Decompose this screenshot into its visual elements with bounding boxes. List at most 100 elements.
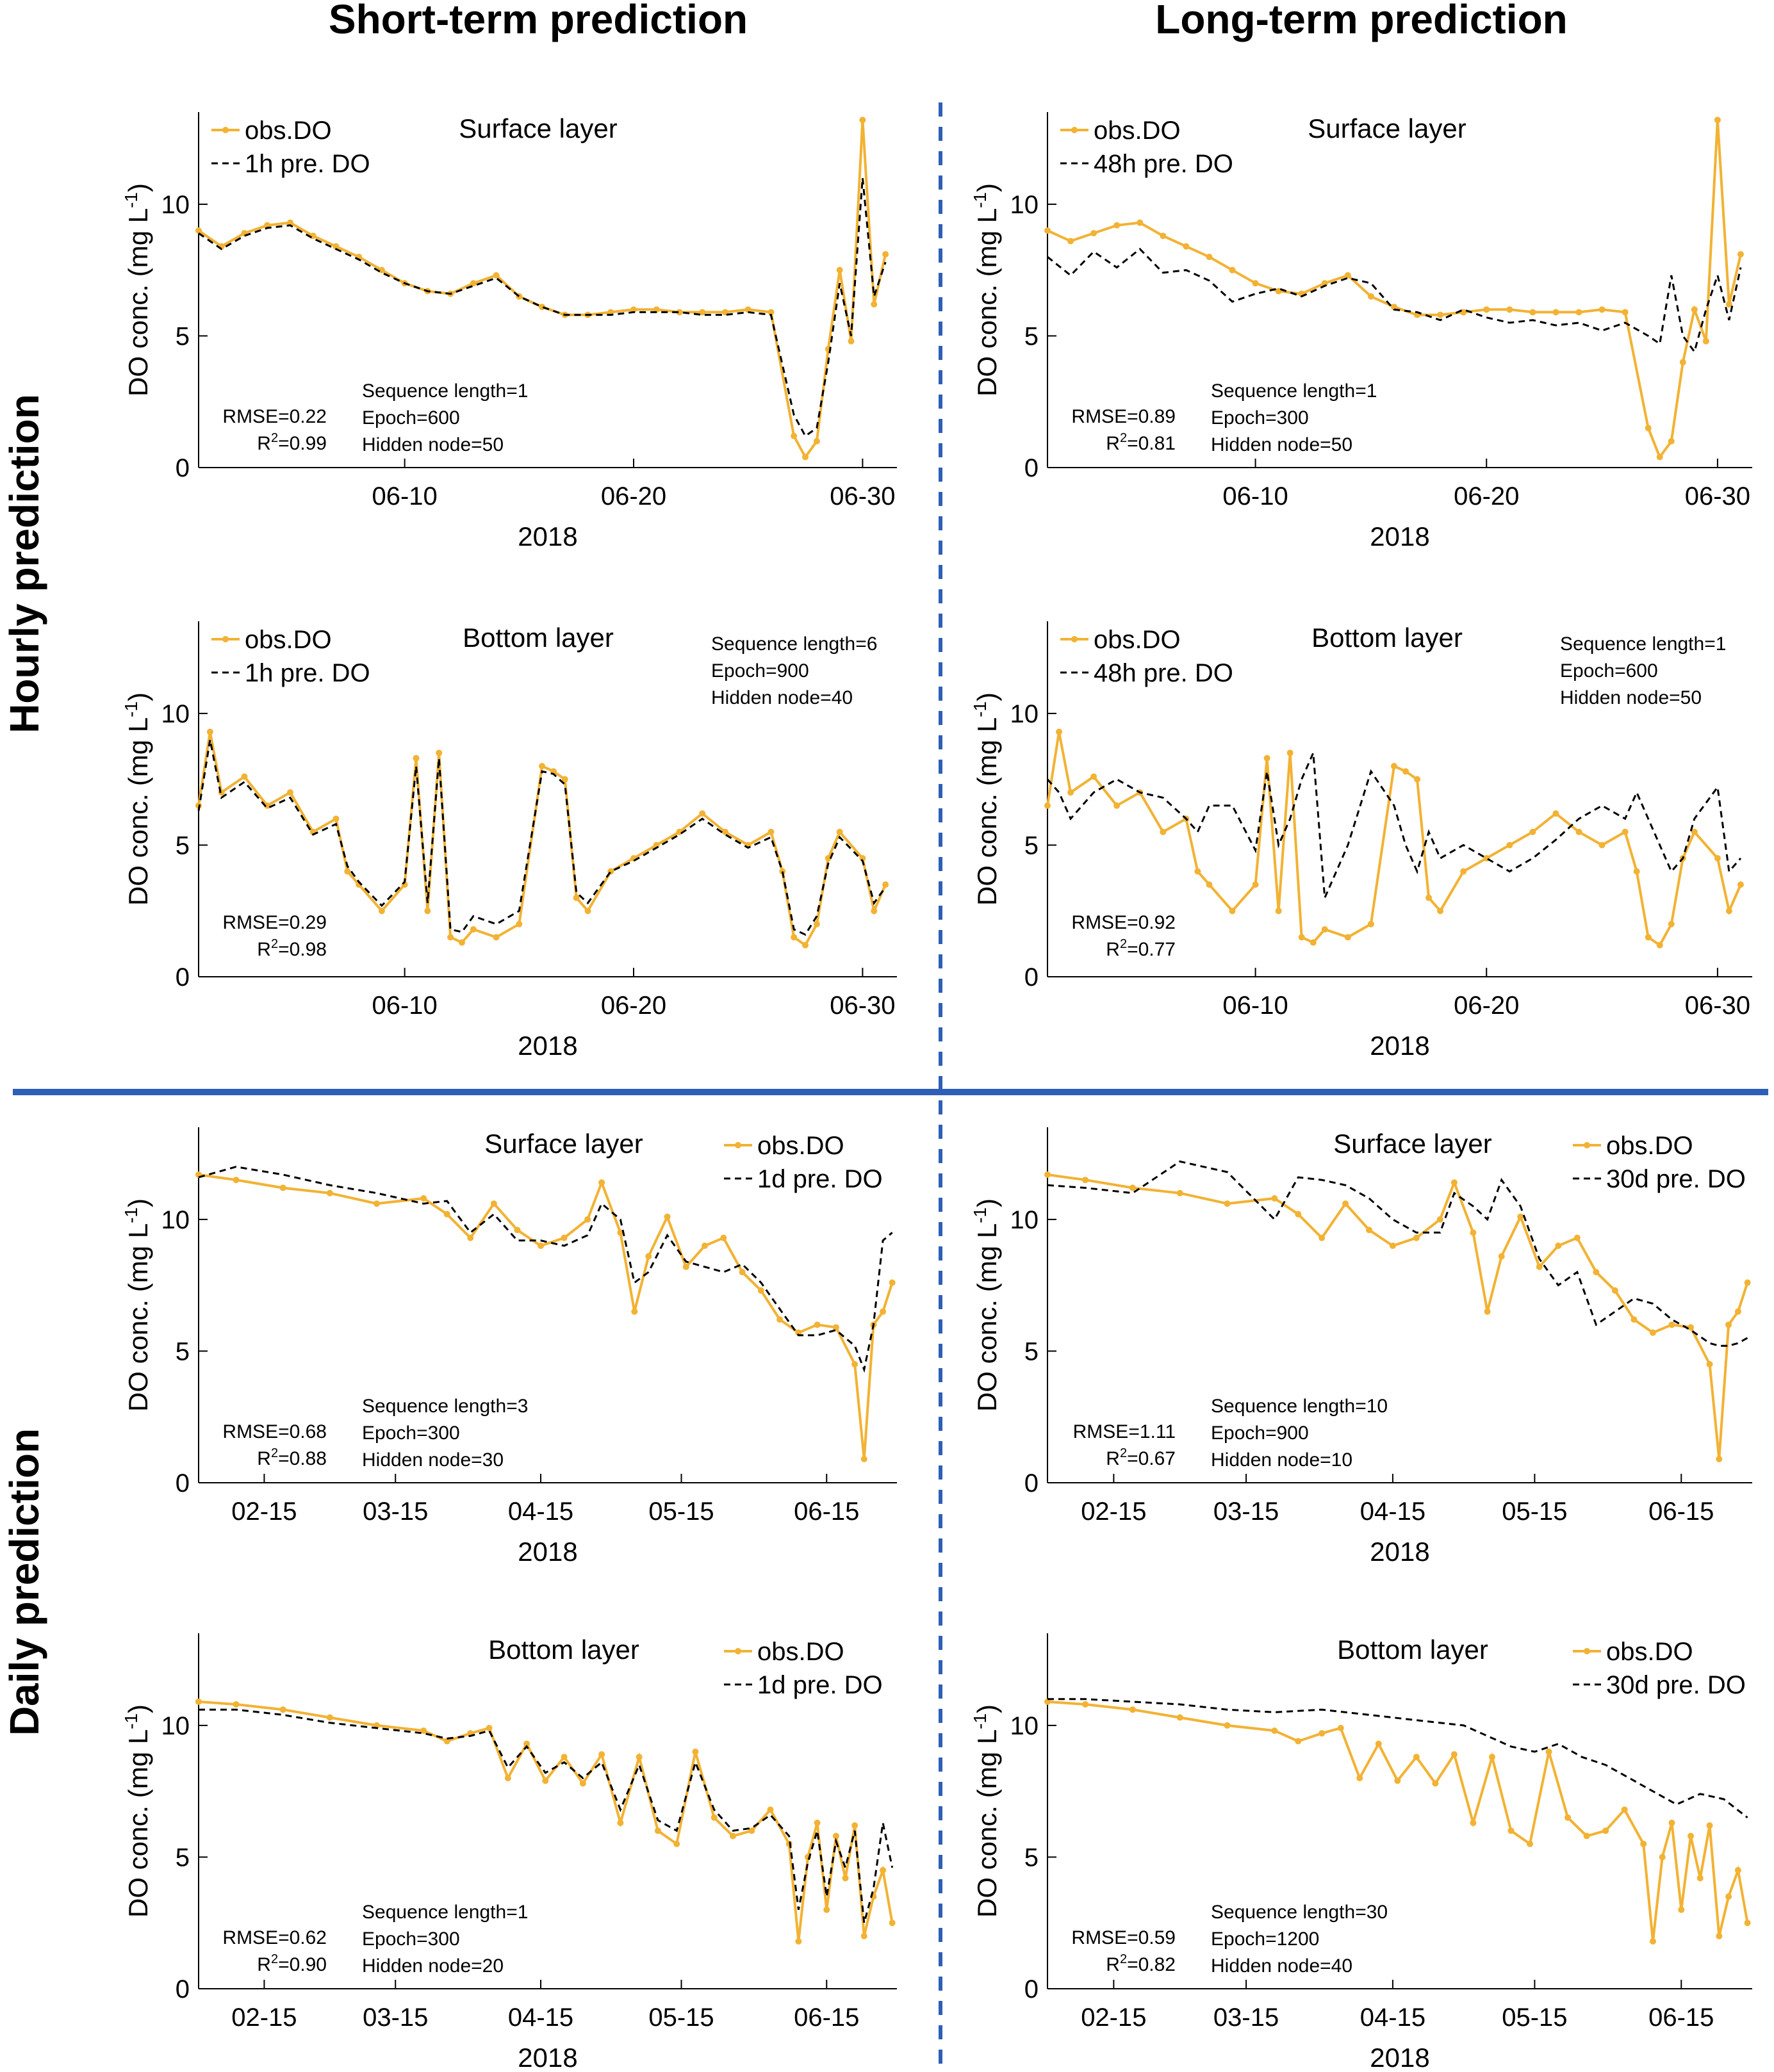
- obs-point: [598, 1179, 605, 1186]
- obs-point: [413, 755, 420, 762]
- obs-point: [848, 338, 855, 345]
- obs-point: [814, 1321, 821, 1328]
- obs-point: [1688, 1832, 1695, 1840]
- obs-point: [1389, 1243, 1396, 1249]
- legend-label: 48h pre. DO: [1094, 150, 1233, 178]
- obs-point: [1295, 1738, 1302, 1745]
- obs-point: [1437, 908, 1444, 915]
- series-obs-line: [198, 1173, 894, 1460]
- obs-point: [516, 920, 523, 927]
- obs-point: [1552, 810, 1559, 817]
- obs-point: [1714, 117, 1721, 124]
- y-axis-label: DO conc. (mg L-1): [970, 692, 1002, 906]
- y-tick-label: 0: [176, 454, 190, 482]
- obs-point: [1337, 1725, 1344, 1731]
- legend-marker-obs: [1071, 127, 1078, 133]
- obs-point: [1414, 776, 1421, 783]
- param-label: Epoch=900: [711, 660, 809, 681]
- y-tick-label: 10: [1010, 700, 1039, 728]
- obs-point: [1432, 1780, 1439, 1787]
- legend-label: obs.DO: [245, 626, 332, 654]
- series-pred-line: [198, 177, 887, 437]
- obs-point: [279, 1184, 286, 1191]
- obs-point: [286, 219, 293, 226]
- obs-point: [1598, 842, 1606, 849]
- obs-point: [1390, 304, 1397, 311]
- obs-point: [1390, 763, 1397, 770]
- obs-point: [1536, 1263, 1543, 1270]
- x-tick-label: 06-20: [1454, 482, 1519, 510]
- x-axis-label: 2018: [1370, 1031, 1429, 1061]
- obs-point: [1483, 306, 1490, 313]
- chart-hourly-long-surface: 0 5 10 06-10 06-20 06-30 2018 DO conc. (mg L-1)…: [970, 112, 1752, 551]
- legend-label: 48h pre. DO: [1094, 659, 1233, 687]
- param-label: Hidden node=20: [362, 1955, 504, 1977]
- param-label: Sequence length=6: [711, 633, 877, 655]
- obs-point: [1517, 1213, 1524, 1220]
- obs-point: [1714, 855, 1721, 861]
- y-axis-label: DO conc. (mg L-1): [970, 1704, 1002, 1918]
- y-tick-label: 5: [1024, 322, 1039, 350]
- chart-hourly-short-surface: 0 5 10 06-10 06-20 06-30 2018 DO conc. (mg L-1)…: [121, 112, 897, 551]
- obs-point: [206, 728, 213, 735]
- obs-point: [1318, 1234, 1326, 1241]
- y-tick-label: 10: [1010, 191, 1039, 219]
- x-tick-label: 04-15: [1360, 1497, 1425, 1526]
- chart-daily-long-surface: 0 5 10 02-15 03-15 04-15 05-15 06-15 2018 DO conc…: [970, 1127, 1752, 1567]
- obs-point: [1090, 773, 1097, 780]
- obs-point: [1622, 828, 1629, 835]
- obs-point: [579, 1780, 586, 1787]
- chart-title: Surface layer: [484, 1129, 643, 1159]
- row-title-hourly: Hourly prediction: [1, 394, 47, 733]
- obs-point: [493, 272, 500, 279]
- obs-point: [1394, 1777, 1401, 1784]
- obs-point: [768, 828, 775, 835]
- series-pred-line: [1047, 1160, 1748, 1347]
- obs-point: [1734, 1308, 1741, 1315]
- stat-rmse: RMSE=0.89: [1071, 406, 1176, 427]
- legend-marker-obs: [222, 636, 229, 642]
- legend-marker-obs: [735, 1142, 741, 1148]
- param-label: Sequence length=1: [362, 380, 528, 402]
- obs-point: [539, 304, 546, 311]
- column-title-short-term: Short-term prediction: [329, 0, 748, 42]
- obs-point: [1082, 1177, 1089, 1184]
- x-tick-label: 02-15: [231, 2003, 297, 2032]
- obs-point: [859, 117, 866, 124]
- x-tick-label: 05-15: [1502, 1497, 1567, 1526]
- obs-point: [1575, 828, 1582, 835]
- obs-point: [378, 908, 385, 915]
- obs-point: [1668, 437, 1675, 445]
- obs-point: [1224, 1200, 1231, 1207]
- obs-point: [889, 1279, 896, 1286]
- legend-marker-obs: [735, 1648, 741, 1654]
- obs-point: [1342, 1200, 1349, 1207]
- y-tick-label: 5: [176, 322, 190, 350]
- y-axis-label: DO conc. (mg L-1): [121, 1704, 153, 1918]
- series-pred-line: [197, 739, 887, 936]
- obs-point: [1668, 920, 1675, 927]
- obs-point: [1633, 868, 1640, 875]
- obs-point: [1668, 1321, 1675, 1328]
- obs-point: [813, 437, 820, 445]
- obs-point: [1137, 219, 1144, 226]
- obs-point: [424, 908, 431, 915]
- y-tick-label: 5: [176, 1843, 190, 1872]
- obs-point: [720, 1234, 727, 1241]
- obs-point: [795, 1329, 802, 1336]
- obs-point: [617, 1820, 624, 1826]
- obs-point: [1744, 1920, 1751, 1927]
- obs-point: [814, 1820, 821, 1826]
- param-label: Epoch=600: [1560, 660, 1658, 681]
- obs-point: [1252, 881, 1259, 888]
- x-tick-label: 06-15: [1648, 1497, 1714, 1526]
- param-label: Hidden node=50: [1211, 434, 1352, 455]
- obs-point: [785, 1840, 793, 1847]
- param-label: Sequence length=1: [1211, 380, 1377, 402]
- obs-point: [1367, 293, 1374, 300]
- param-label: Hidden node=30: [362, 1449, 504, 1471]
- obs-point: [1668, 1820, 1675, 1826]
- legend-label: obs.DO: [1094, 626, 1181, 654]
- row-title-daily: Daily prediction: [1, 1428, 47, 1736]
- obs-point: [699, 810, 706, 817]
